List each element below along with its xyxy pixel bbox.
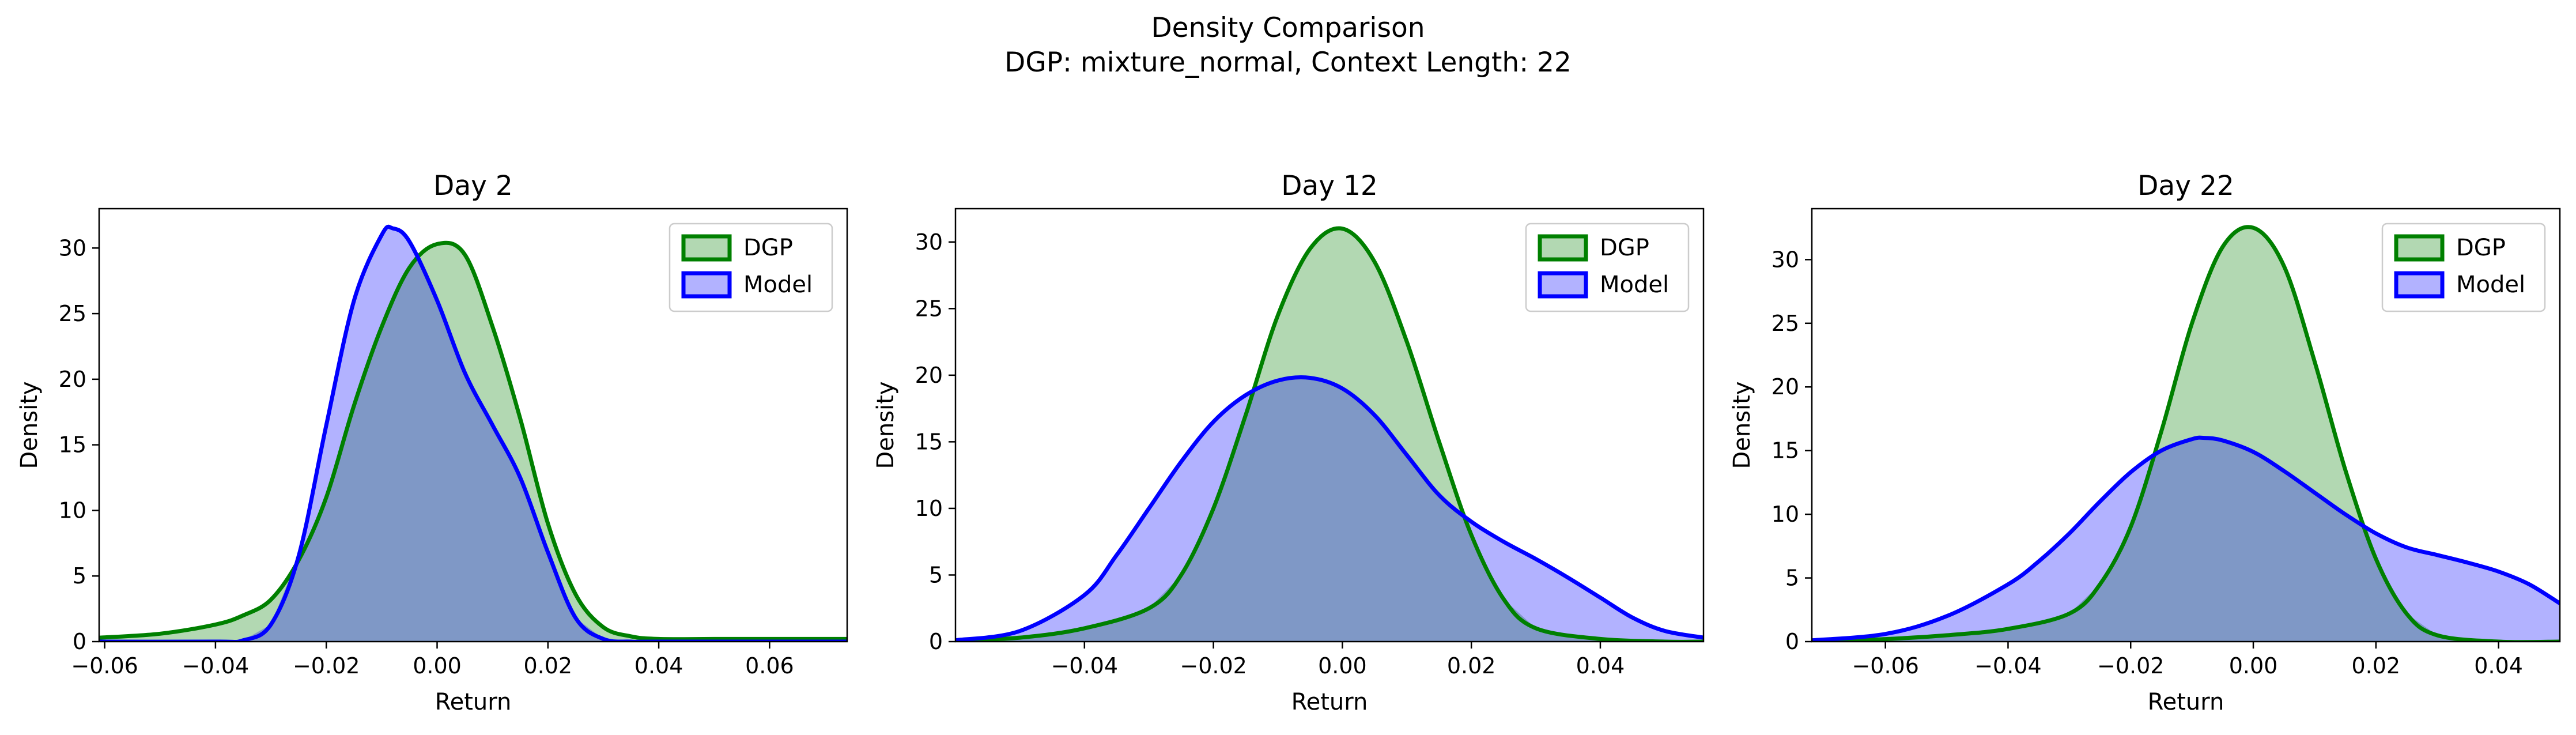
y-axis-label: Density bbox=[1729, 381, 1755, 469]
legend-label: Model bbox=[743, 272, 813, 298]
x-tick-label: 0.04 bbox=[2474, 653, 2523, 679]
y-tick-label: 0 bbox=[73, 629, 86, 654]
x-tick-label: −0.06 bbox=[71, 653, 138, 679]
x-tick-label: −0.02 bbox=[2097, 653, 2164, 679]
chart-panel-1: −0.06 −0.04 −0.02 0.00 0.02 0.04 0.06 0 5 10 15 20 2… bbox=[16, 170, 848, 715]
plot-frame bbox=[1811, 208, 2561, 643]
plot-area bbox=[955, 226, 1704, 642]
y-tick-label: 20 bbox=[1772, 374, 1799, 399]
y-tick-label: 20 bbox=[59, 367, 86, 392]
y-tick-label: 10 bbox=[1772, 502, 1799, 527]
y-tick-label: 5 bbox=[1785, 566, 1799, 591]
y-tick-label: 5 bbox=[929, 562, 943, 587]
x-axis-label: Return bbox=[1291, 689, 1368, 715]
x-tick-label: 0.06 bbox=[745, 653, 794, 679]
legend-label: Model bbox=[2456, 272, 2525, 298]
x-tick-label: 0.02 bbox=[1447, 653, 1496, 679]
chart-panels: −0.06 −0.04 −0.02 0.00 0.02 0.04 0.06 0 5 10 15 20 2… bbox=[16, 170, 2561, 715]
plot-area bbox=[99, 224, 847, 642]
x-tick-label: 0.00 bbox=[413, 653, 462, 679]
x-axis-label: Return bbox=[435, 689, 512, 715]
legend: DGP Model bbox=[1525, 223, 1690, 312]
legend-label: Model bbox=[1600, 272, 1669, 298]
y-tick-label: 20 bbox=[915, 363, 943, 388]
dgp-area bbox=[1812, 227, 2560, 642]
y-tick-label: 0 bbox=[929, 629, 943, 654]
model-line bbox=[1812, 435, 2560, 642]
legend-swatch bbox=[681, 234, 732, 262]
x-tick-label: −0.06 bbox=[1852, 653, 1918, 679]
plot-frame bbox=[98, 208, 848, 643]
y-tick-label: 25 bbox=[1772, 311, 1799, 336]
chart-panel-3: −0.06 −0.04 −0.02 0.00 0.02 0.04 0 5 10 15 20 25 30 D… bbox=[1729, 170, 2561, 715]
legend-label: DGP bbox=[1600, 235, 1649, 261]
x-tick-label: 0.02 bbox=[523, 653, 572, 679]
figure-subtitle: DGP: mixture_normal, Context Length: 22 bbox=[1004, 47, 1572, 78]
plot-frame bbox=[954, 208, 1705, 643]
legend-swatch bbox=[1538, 234, 1588, 262]
figure-title: Density Comparison bbox=[1151, 12, 1425, 44]
y-tick-label: 0 bbox=[1785, 629, 1799, 654]
y-tick-label: 5 bbox=[73, 563, 86, 589]
x-tick-label: −0.04 bbox=[1051, 653, 1118, 679]
legend-swatch bbox=[2394, 234, 2445, 262]
x-tick-label: 0.04 bbox=[634, 653, 683, 679]
overlap-area bbox=[955, 378, 1704, 642]
dgp-line bbox=[1812, 225, 2560, 642]
y-tick-label: 30 bbox=[915, 229, 943, 255]
dgp-line bbox=[955, 226, 1704, 642]
y-tick-label: 15 bbox=[1772, 438, 1799, 463]
y-axis-label: Density bbox=[872, 381, 899, 469]
model-line bbox=[99, 224, 847, 642]
legend-swatch bbox=[1538, 271, 1588, 299]
y-tick-label: 15 bbox=[915, 429, 943, 454]
y-tick-label: 10 bbox=[915, 496, 943, 521]
x-tick-label: −0.02 bbox=[293, 653, 360, 679]
y-tick-label: 25 bbox=[915, 296, 943, 321]
legend-label: DGP bbox=[2456, 235, 2506, 261]
legend-swatch bbox=[2394, 271, 2445, 299]
legend-swatch bbox=[681, 271, 732, 299]
panel-title: Day 2 bbox=[433, 170, 513, 202]
legend: DGP Model bbox=[668, 223, 833, 312]
y-tick-label: 25 bbox=[59, 301, 86, 326]
overlap-area bbox=[99, 261, 847, 642]
legend: DGP Model bbox=[2381, 223, 2546, 312]
x-tick-label: −0.02 bbox=[1180, 653, 1247, 679]
model-line bbox=[955, 375, 1704, 642]
y-tick-label: 30 bbox=[1772, 247, 1799, 272]
x-tick-label: 0.04 bbox=[1576, 653, 1625, 679]
y-tick-label: 10 bbox=[59, 497, 86, 523]
x-axis-label: Return bbox=[2148, 689, 2224, 715]
legend-label: DGP bbox=[743, 235, 793, 261]
overlap-area bbox=[1812, 438, 2560, 642]
y-axis-label: Density bbox=[16, 381, 43, 469]
y-tick-label: 30 bbox=[59, 235, 86, 261]
panel-title: Day 12 bbox=[1281, 170, 1378, 202]
x-tick-label: 0.00 bbox=[2229, 653, 2278, 679]
x-tick-label: 0.02 bbox=[2352, 653, 2401, 679]
x-tick-label: −0.04 bbox=[182, 653, 249, 679]
plot-area bbox=[1812, 225, 2560, 642]
x-tick-label: −0.04 bbox=[1974, 653, 2041, 679]
panel-title: Day 22 bbox=[2137, 170, 2234, 202]
x-tick-label: 0.00 bbox=[1318, 653, 1367, 679]
dgp-line bbox=[99, 240, 847, 642]
y-tick-label: 15 bbox=[59, 432, 86, 458]
chart-panel-2: −0.04 −0.02 0.00 0.02 0.04 0 5 10 15 20 25 30 Day 12… bbox=[872, 170, 1705, 715]
